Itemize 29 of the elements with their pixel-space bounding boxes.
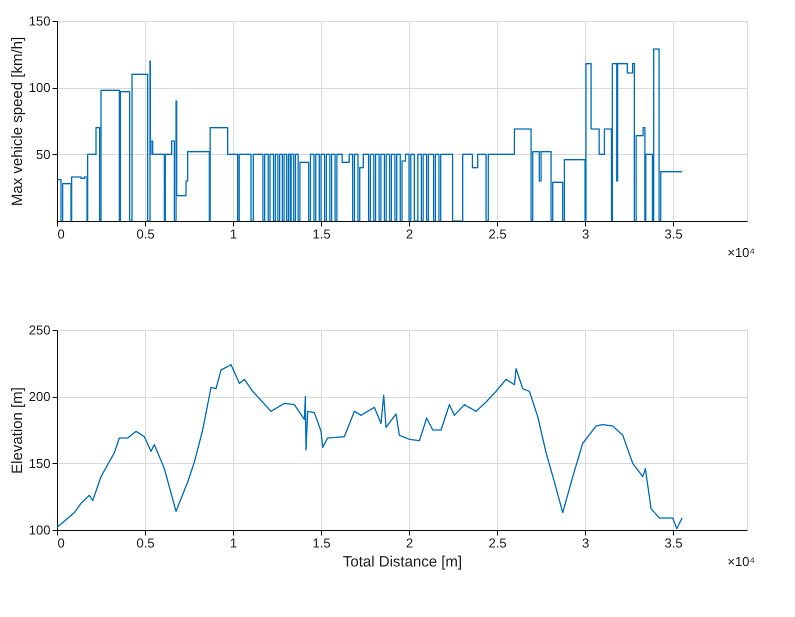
x-tick-label: 0 bbox=[58, 536, 65, 550]
x-tick-label: 0.5 bbox=[136, 536, 155, 550]
x-tick-label: 1 bbox=[230, 226, 238, 242]
x-tick-label: 2 bbox=[406, 226, 414, 242]
x-axis-title: Total Distance [m] bbox=[342, 554, 462, 570]
x-tick-label: 0 bbox=[58, 226, 65, 242]
x-tick-label: 2.5 bbox=[488, 226, 507, 242]
x-tick-label: 3 bbox=[582, 226, 590, 242]
y-tick-label: 50 bbox=[36, 146, 50, 162]
y-tick-label: 150 bbox=[28, 456, 50, 471]
y-tick-label: 200 bbox=[28, 389, 50, 404]
text: ×10⁴ bbox=[727, 554, 755, 569]
text: ×10⁴ bbox=[727, 245, 755, 260]
x-tick-label: 3.5 bbox=[664, 226, 683, 242]
y-axis-title: Max vehicle speed [km/h] bbox=[8, 36, 26, 206]
x-tick-label: 2.5 bbox=[488, 536, 507, 550]
line-series bbox=[57, 364, 683, 530]
y-tick-label: 100 bbox=[28, 522, 50, 538]
y-tick-label: 250 bbox=[28, 322, 50, 338]
x-tick-label: 1 bbox=[230, 536, 238, 550]
x-tick-label: 1.5 bbox=[312, 536, 331, 550]
x-tick-label: 1.5 bbox=[312, 226, 331, 242]
x-tick-label: 2 bbox=[406, 536, 414, 550]
x-tick-label: 3.5 bbox=[664, 536, 683, 550]
y-tick-label: 100 bbox=[28, 80, 50, 96]
y-tick-label: 150 bbox=[28, 14, 50, 28]
x-tick-label: 3 bbox=[582, 536, 590, 550]
y-axis-title: Elevation [m] bbox=[8, 387, 26, 474]
x-tick-label: 0.5 bbox=[136, 226, 155, 242]
